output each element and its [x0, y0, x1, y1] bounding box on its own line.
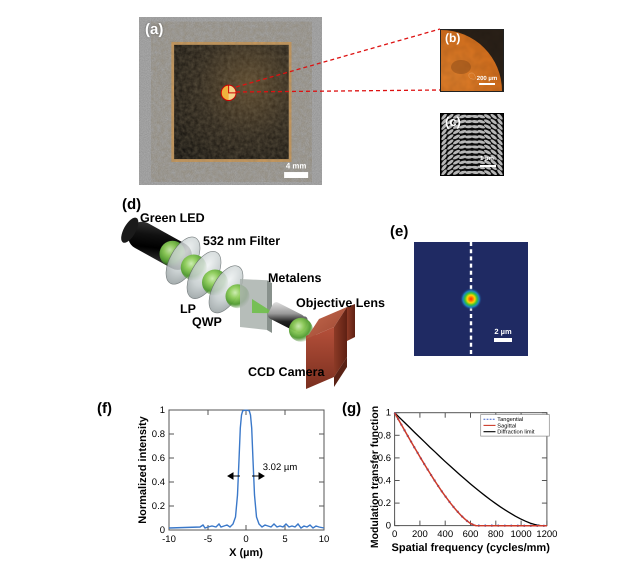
svg-text:600: 600 [463, 529, 479, 540]
svg-text:800: 800 [488, 529, 504, 540]
svg-text:1000: 1000 [511, 529, 532, 540]
svg-text:0: 0 [386, 521, 391, 532]
svg-text:Sagittal: Sagittal [497, 422, 516, 429]
svg-text:Diffraction limit: Diffraction limit [497, 429, 535, 436]
svg-text:1: 1 [386, 408, 391, 419]
svg-text:Tangential: Tangential [497, 416, 523, 423]
svg-text:400: 400 [437, 529, 453, 540]
svg-text:Modulation transfer function: Modulation transfer function [369, 406, 381, 548]
svg-text:0: 0 [392, 529, 397, 540]
svg-text:Spatial frequency (cycles/mm): Spatial frequency (cycles/mm) [392, 542, 551, 554]
svg-text:200: 200 [412, 529, 428, 540]
svg-text:1200: 1200 [536, 529, 557, 540]
